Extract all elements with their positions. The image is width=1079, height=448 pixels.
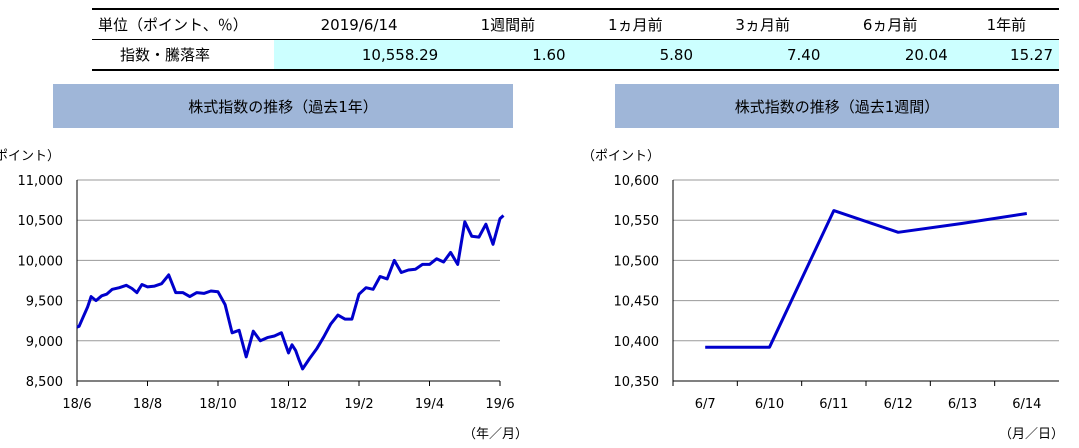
month-header: 1ヵ月前 [571,8,699,40]
ytick-label-0-2: 9,500 [26,295,63,310]
date-header: 2019/6/14 [274,8,445,40]
xtick-label-0-4: 19/2 [344,397,373,412]
month-change: 5.80 [571,39,699,71]
year-header: 1年前 [953,8,1059,40]
xtick-label-1-3: 6/12 [884,397,913,412]
ytick-label-1-5: 10,600 [614,174,660,189]
xtick-label-1-1: 6/10 [755,397,784,412]
x-axis-label-1: （月／日） [999,427,1064,442]
ytick-label-1-1: 10,400 [614,335,660,350]
xtick-label-1-0: 6/7 [695,397,716,412]
ytick-label-1-0: 10,350 [614,375,660,390]
ytick-label-1-3: 10,500 [614,254,660,269]
three-month-header: 3ヵ月前 [699,8,827,40]
ytick-label-0-0: 8,500 [26,375,63,390]
week-header: 1週間前 [444,8,572,40]
ytick-label-0-3: 10,000 [18,254,64,269]
xtick-label-1-4: 6/13 [948,397,977,412]
xtick-label-0-0: 18/6 [62,397,91,412]
ytick-label-0-5: 11,000 [18,174,64,189]
year-change: 15.27 [953,39,1059,71]
unit-header: 単位（ポイント、％） [92,8,274,40]
xtick-label-1-2: 6/11 [819,397,848,412]
xtick-label-0-3: 18/12 [270,397,307,412]
xtick-label-0-6: 19/6 [485,397,514,412]
three-month-change: 7.40 [699,39,827,71]
x-axis-label-0: （年／月） [463,427,528,442]
y-axis-label-0: （ポイント） [0,149,60,164]
chart-title-1w: 株式指数の推移（過去1週間） [615,84,1059,128]
ytick-label-1-2: 10,450 [614,295,660,310]
chart-title-1y: 株式指数の推移（過去1年） [53,84,513,128]
series-line-0 [76,214,505,371]
ytick-label-1-4: 10,550 [614,214,660,229]
six-month-header: 6ヵ月前 [826,8,954,40]
six-month-change: 20.04 [826,39,954,71]
xtick-label-0-1: 18/8 [133,397,162,412]
week-change: 1.60 [444,39,572,71]
xtick-label-1-5: 6/14 [1012,397,1041,412]
ytick-label-0-1: 9,000 [26,335,63,350]
summary-value-row: 指数・騰落率 10,558.29 1.60 5.80 7.40 20.04 15… [92,39,1059,71]
ytick-label-0-4: 10,500 [18,214,64,229]
xtick-label-0-5: 19/4 [415,397,444,412]
series-line-1 [705,209,1028,349]
row-label: 指数・騰落率 [92,39,274,71]
summary-header-row: 単位（ポイント、％） 2019/6/14 1週間前 1ヵ月前 3ヵ月前 6ヵ月前… [92,8,1059,40]
xtick-label-0-2: 18/10 [199,397,236,412]
y-axis-label-1: （ポイント） [582,149,660,164]
summary-table: 単位（ポイント、％） 2019/6/14 1週間前 1ヵ月前 3ヵ月前 6ヵ月前… [92,8,1059,71]
index-value: 10,558.29 [274,39,445,71]
